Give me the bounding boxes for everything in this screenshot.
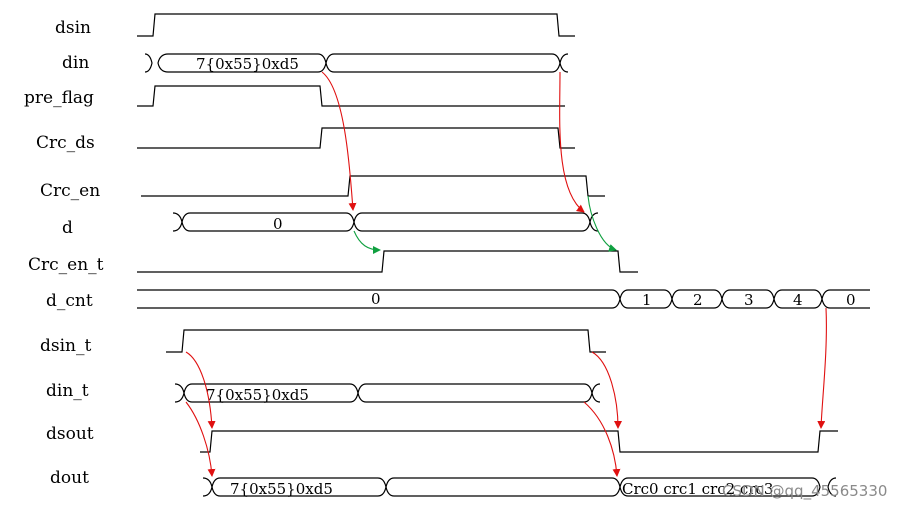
label-din-t: din_t [46, 381, 89, 401]
wave-din: 7{0x55}0xd5 [144, 53, 569, 73]
wave-crc-en-t [137, 250, 638, 273]
dout-crc-values: Crc0 crc1 crc2 crc3 [622, 480, 773, 498]
wave-crc-en [141, 175, 605, 197]
dcnt-value-3: 3 [744, 291, 754, 309]
label-crc-en: Crc_en [40, 181, 100, 201]
label-dsout: dsout [46, 424, 94, 444]
label-pre-flag: pre_flag [24, 88, 94, 108]
wave-d: 0 [172, 212, 599, 233]
dcnt-value-1: 1 [642, 291, 652, 309]
wave-crc-ds [137, 127, 575, 149]
din-t-value: 7{0x55}0xd5 [206, 386, 309, 404]
label-dout: dout [50, 468, 89, 488]
wave-dsin-t [166, 329, 606, 353]
label-d: d [62, 218, 73, 238]
dout-value: 7{0x55}0xd5 [230, 480, 333, 498]
green-arrows [353, 195, 617, 254]
label-din: din [62, 53, 89, 73]
wave-pre-flag [137, 85, 565, 107]
label-d-cnt: d_cnt [46, 291, 93, 311]
label-dsin: dsin [55, 18, 91, 38]
signal-labels: dsin din pre_flag Crc_ds Crc_en d Crc_en… [24, 18, 104, 488]
wave-d-cnt: 0 1 2 3 4 0 [137, 289, 870, 309]
wave-dsin [137, 13, 575, 37]
dcnt-value-0: 0 [371, 290, 381, 308]
dcnt-value-2: 2 [693, 291, 703, 309]
watermark-text: CSDN @qq_45565330 [722, 482, 887, 501]
label-dsin-t: dsin_t [40, 336, 91, 356]
dcnt-value-4: 4 [793, 291, 803, 309]
wave-dsout [200, 430, 838, 453]
dcnt-value-5: 0 [846, 291, 856, 309]
wave-dout: 7{0x55}0xd5 Crc0 crc1 crc2 crc3 [202, 477, 837, 498]
wave-din-t: 7{0x55}0xd5 [174, 383, 601, 404]
label-crc-en-t: Crc_en_t [28, 255, 104, 275]
label-crc-ds: Crc_ds [36, 133, 95, 153]
d-value: 0 [273, 215, 283, 233]
din-value: 7{0x55}0xd5 [196, 55, 299, 73]
red-arrows [185, 71, 827, 477]
